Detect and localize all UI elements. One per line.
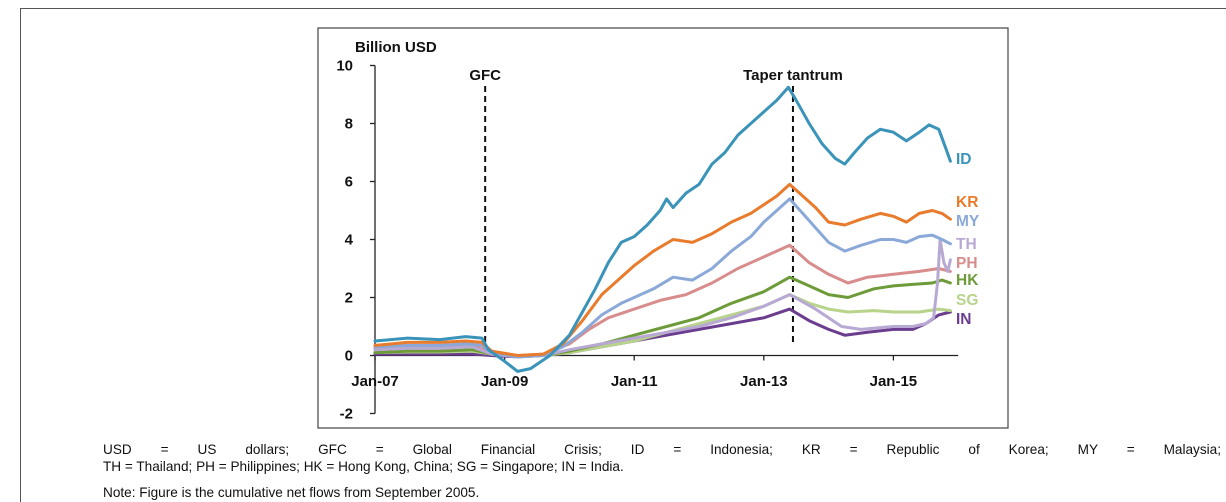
- series-label-hk: HK: [956, 272, 979, 289]
- line-chart: Billion USD -2 0 2 4 6 8 10 Jan-07 Jan-09 Jan-11 J…: [317, 27, 1009, 429]
- y-tick-label: 2: [345, 290, 353, 307]
- x-tick-label: Jan-13: [740, 373, 788, 390]
- caption-abbreviations-1: USD = US dollars; GFC = Global Financial…: [103, 442, 1221, 457]
- event-markers: GFC Taper tantrum: [469, 67, 843, 346]
- x-tick-label: Jan-15: [870, 373, 918, 390]
- series-line-id: [373, 85, 952, 373]
- x-tick-label: Jan-09: [481, 373, 529, 390]
- series-line-in: [373, 307, 952, 359]
- y-tick-label: -2: [340, 406, 353, 423]
- series-label-id: ID: [956, 151, 972, 168]
- series-lines: [373, 85, 952, 373]
- series-label-kr: KR: [956, 194, 978, 211]
- series-line-kr: [373, 182, 952, 357]
- series-label-th: TH: [956, 236, 977, 253]
- plot-border: [317, 27, 1009, 429]
- x-tick-label: Jan-11: [611, 373, 658, 390]
- caption-note: Note: Figure is the cumulative net flows…: [103, 485, 480, 500]
- series-label-ph: PH: [956, 255, 978, 272]
- figure-frame: [20, 8, 1226, 502]
- caption-abbreviations-2: TH = Thailand; PH = Philippines; HK = Ho…: [103, 459, 624, 474]
- y-tick-label: 10: [336, 58, 353, 75]
- y-axis-label: Billion USD: [355, 39, 437, 56]
- event-label: GFC: [469, 67, 501, 84]
- x-tick-label: Jan-07: [351, 373, 399, 390]
- event-label: Taper tantrum: [743, 67, 843, 84]
- y-tick-label: 0: [345, 348, 353, 365]
- y-tick-label: 8: [345, 116, 353, 133]
- y-tick-label: 4: [345, 232, 354, 249]
- y-tick-label: 6: [345, 174, 353, 191]
- series-label-sg: SG: [956, 292, 978, 309]
- series-label-my: MY: [956, 213, 980, 230]
- series-label-in: IN: [956, 311, 972, 328]
